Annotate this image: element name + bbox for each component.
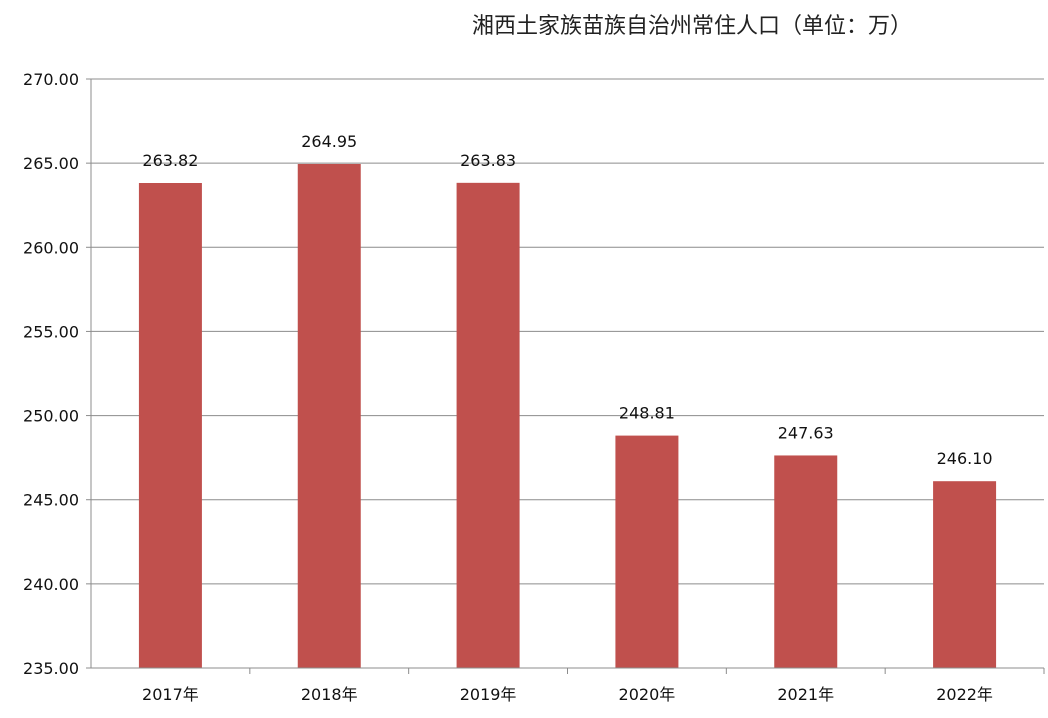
x-category-label: 2019年 [460,685,517,704]
y-tick-label: 245.00 [23,491,79,510]
x-category-label: 2017年 [142,685,199,704]
bar-2 [297,163,361,668]
y-tick-label: 265.00 [23,154,79,173]
data-label: 263.83 [460,151,516,170]
x-category-label: 2022年 [936,685,993,704]
data-label: 248.81 [619,404,675,423]
x-category-label: 2020年 [619,685,676,704]
data-label: 246.10 [937,449,993,468]
y-tick-label: 235.00 [23,659,79,678]
bars [138,163,997,669]
x-category-label: 2018年 [301,685,358,704]
bar-6 [933,481,997,668]
y-tick-label: 255.00 [23,322,79,341]
y-tick-label: 250.00 [23,407,79,426]
x-axis-category-labels: 2017年 2018年 2019年 2020年 2021年 2022年 [142,685,993,704]
x-category-label: 2021年 [777,685,834,704]
bar-4 [615,435,679,668]
y-tick-label: 260.00 [23,238,79,257]
chart-title: 湘西土家族苗族自治州常住人口（单位：万） [472,14,912,39]
axes [86,78,1045,674]
data-label: 263.82 [142,151,198,170]
y-axis-tick-labels: 235.00 240.00 245.00 250.00 255.00 260.00 265.… [23,70,79,678]
data-label: 247.63 [778,423,834,442]
gridlines [91,78,1044,585]
data-labels: 263.82 264.95 263.83 248.81 247.63 246.10 [142,132,992,468]
y-tick-label: 270.00 [23,70,79,89]
bar-1 [138,183,202,669]
y-tick-label: 240.00 [23,575,79,594]
bar-3 [456,182,520,669]
data-label: 264.95 [301,132,357,151]
bar-5 [774,455,838,668]
